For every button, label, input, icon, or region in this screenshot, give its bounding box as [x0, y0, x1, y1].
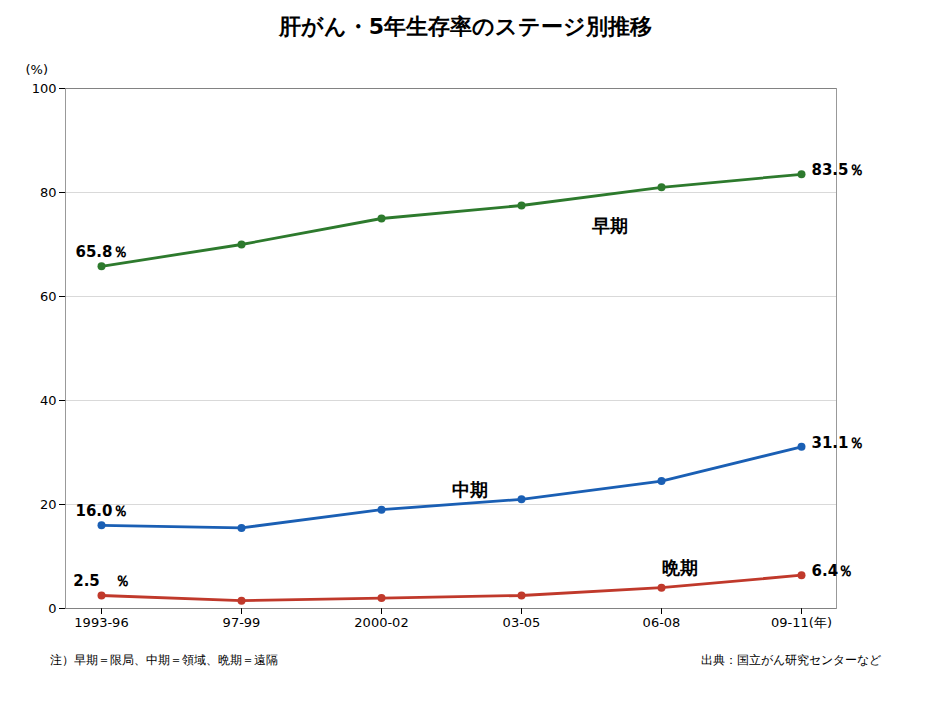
svg-text:09-11(年): 09-11(年) [771, 615, 832, 630]
svg-text:31.1％: 31.1％ [812, 434, 864, 452]
svg-text:1993-96: 1993-96 [74, 615, 128, 630]
svg-text:80: 80 [40, 185, 57, 200]
svg-text:(%): (%) [26, 62, 49, 77]
svg-text:03-05: 03-05 [503, 615, 541, 630]
svg-text:40: 40 [40, 393, 57, 408]
html-text:肝がん・5年生存率のステージ別推移: 肝がん・5年生存率のステージ別推移 [278, 14, 653, 39]
svg-text:20: 20 [40, 497, 57, 512]
svg-text:2000-02: 2000-02 [354, 615, 408, 630]
svg-text:16.0％: 16.0％ [75, 502, 127, 520]
svg-text:早期: 早期 [591, 215, 628, 236]
svg-text:0: 0 [48, 601, 56, 616]
html-text:出典：国立がん研究センターなど: 出典：国立がん研究センターなど [701, 653, 881, 667]
svg-text:中期: 中期 [452, 479, 488, 500]
svg-text:6.4％: 6.4％ [812, 562, 854, 580]
svg-text:2.5 ％: 2.5 ％ [73, 572, 130, 590]
svg-text:83.5％: 83.5％ [812, 161, 864, 179]
html-text:注）早期＝限局、中期＝領域、晩期＝遠隔: 注）早期＝限局、中期＝領域、晩期＝遠隔 [50, 653, 278, 667]
svg-text:晩期: 晩期 [662, 557, 698, 578]
svg-text:97-99: 97-99 [223, 615, 261, 630]
svg-text:60: 60 [40, 289, 57, 304]
svg-text:100: 100 [32, 81, 57, 96]
svg-text:06-08: 06-08 [643, 615, 681, 630]
svg-text:65.8％: 65.8％ [75, 243, 127, 261]
